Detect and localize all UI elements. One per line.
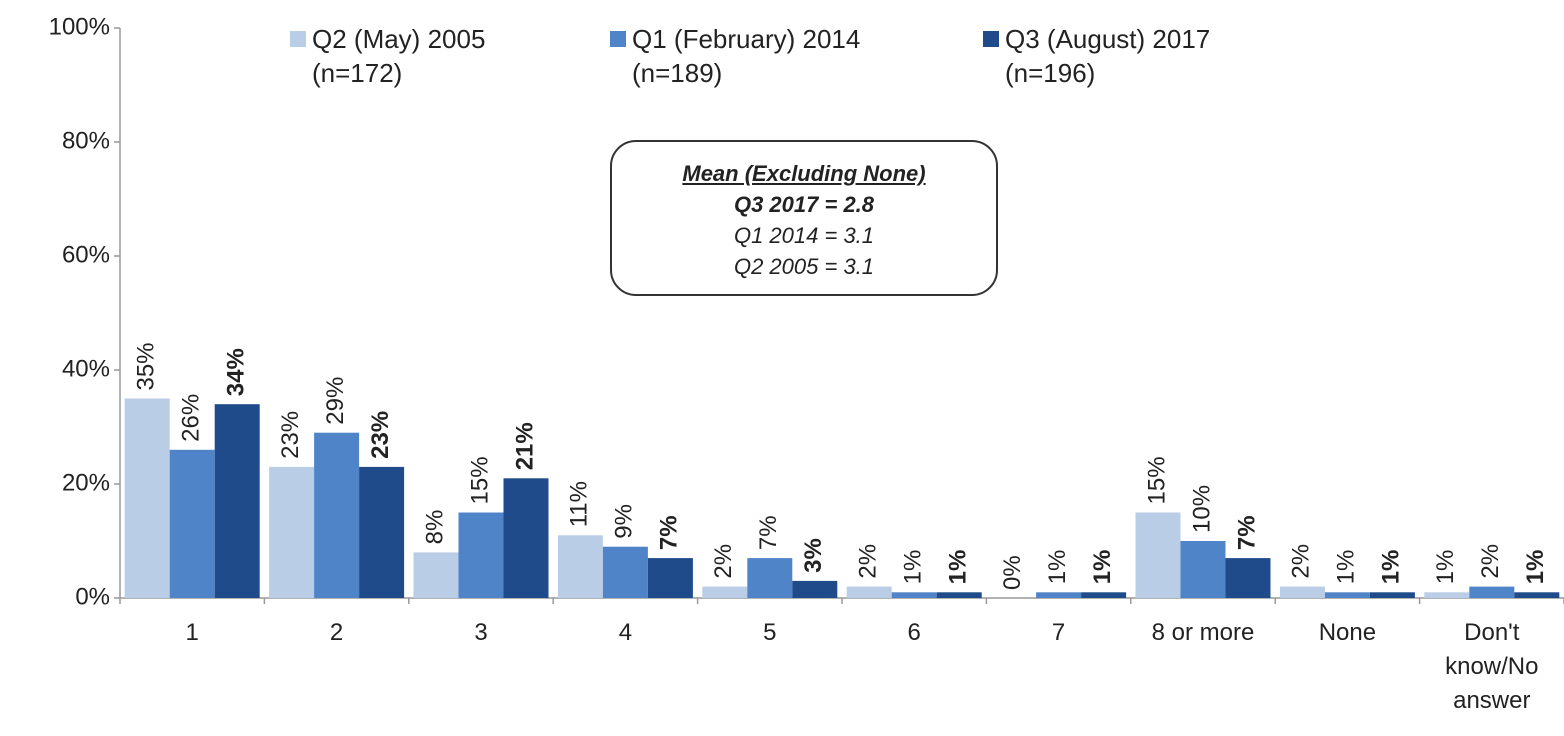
x-tick-label: 3 (474, 619, 488, 646)
legend-label: Q1 (February) 2014 (n=189) (632, 24, 861, 88)
bar (936, 592, 982, 598)
bar (1279, 586, 1325, 598)
data-label: 35% (133, 342, 160, 390)
data-label: 1% (1089, 550, 1116, 585)
bar (1424, 592, 1470, 598)
data-label: 2% (1477, 544, 1504, 579)
legend-label: Q2 (May) 2005 (n=172) (312, 24, 486, 88)
y-tick-label: 80% (62, 127, 110, 154)
data-label: 1% (945, 550, 972, 585)
data-label: 1% (1432, 550, 1459, 585)
bar (503, 478, 549, 598)
data-label: 23% (367, 411, 394, 459)
x-tick-label: 1 (185, 619, 199, 646)
x-tick-label: 4 (618, 619, 633, 646)
data-label: 26% (178, 394, 205, 442)
bar (1135, 512, 1181, 598)
data-label: 15% (466, 456, 493, 504)
data-label: 1% (1378, 550, 1405, 585)
legend-item: Q3 (August) 2017 (n=196) (983, 22, 1275, 90)
x-tick-label: Don't know/No answer (1445, 619, 1539, 714)
bar (169, 449, 215, 598)
legend-swatch (983, 31, 999, 47)
data-label: 21% (511, 422, 538, 470)
data-label: 34% (223, 348, 250, 396)
bar (702, 586, 748, 598)
bar (124, 398, 170, 598)
bar (1081, 592, 1127, 598)
bar (413, 552, 459, 598)
x-tick-label: 6 (907, 619, 921, 646)
data-label: 7% (755, 515, 782, 550)
x-tick-label: 8 or more (1151, 619, 1255, 646)
data-label: 2% (1288, 544, 1315, 579)
data-label: 7% (1233, 515, 1260, 550)
y-tick-label: 0% (75, 583, 110, 610)
data-label: 8% (421, 510, 448, 545)
data-label: 0% (999, 555, 1026, 590)
legend-item: Q2 (May) 2005 (n=172) (290, 22, 582, 90)
bar (557, 535, 603, 598)
y-tick-label: 40% (62, 355, 110, 382)
data-label: 1% (1522, 550, 1549, 585)
legend-swatch (610, 31, 626, 47)
y-tick-label: 20% (62, 469, 110, 496)
bar (792, 580, 838, 598)
bar (1180, 541, 1226, 598)
data-label: 11% (566, 481, 593, 527)
bar (1324, 592, 1370, 598)
data-label: 1% (1044, 550, 1071, 585)
data-label: 2% (855, 544, 882, 579)
annotation-line: Mean (Excluding None) (682, 161, 926, 186)
data-label: 1% (900, 550, 927, 585)
data-label: 15% (1143, 456, 1170, 504)
x-tick-label: 7 (1051, 619, 1066, 646)
data-label: 10% (1188, 485, 1215, 533)
bar (314, 432, 360, 598)
annotation-line: Q1 2014 = 3.1 (733, 223, 875, 248)
bar (846, 586, 892, 598)
data-label: 7% (656, 515, 683, 550)
x-tick-label: None (1318, 619, 1377, 646)
legend-swatch (290, 31, 306, 47)
data-label: 9% (611, 504, 638, 539)
x-tick-label: 5 (763, 619, 777, 646)
y-tick-label: 100% (49, 13, 110, 40)
y-tick-label: 60% (62, 241, 110, 268)
bar (1369, 592, 1415, 598)
data-label: 29% (322, 377, 349, 425)
bar (1469, 586, 1515, 598)
bar (269, 466, 315, 598)
data-label: 2% (710, 544, 737, 579)
x-tick-label: 2 (329, 619, 344, 646)
bar (647, 558, 693, 598)
annotation-box: Mean (Excluding None) Q3 2017 = 2.8 Q1 201… (610, 140, 998, 296)
legend-item: Q1 (February) 2014 (n=189) (610, 22, 902, 90)
bar (1225, 558, 1271, 598)
bar (458, 512, 504, 598)
bar (747, 558, 793, 598)
bar (1514, 592, 1560, 598)
bar (891, 592, 937, 598)
legend-label: Q3 (August) 2017 (n=196) (1005, 24, 1211, 88)
data-label: 1% (1333, 550, 1360, 585)
data-label: 23% (277, 411, 304, 459)
annotation-line: Q2 2005 = 3.1 (733, 254, 875, 279)
bar (359, 466, 405, 598)
bar (214, 404, 260, 598)
bar (1036, 592, 1082, 598)
annotation-line: Q3 2017 = 2.8 (733, 192, 875, 217)
bar (602, 546, 648, 598)
data-label: 3% (800, 538, 827, 573)
